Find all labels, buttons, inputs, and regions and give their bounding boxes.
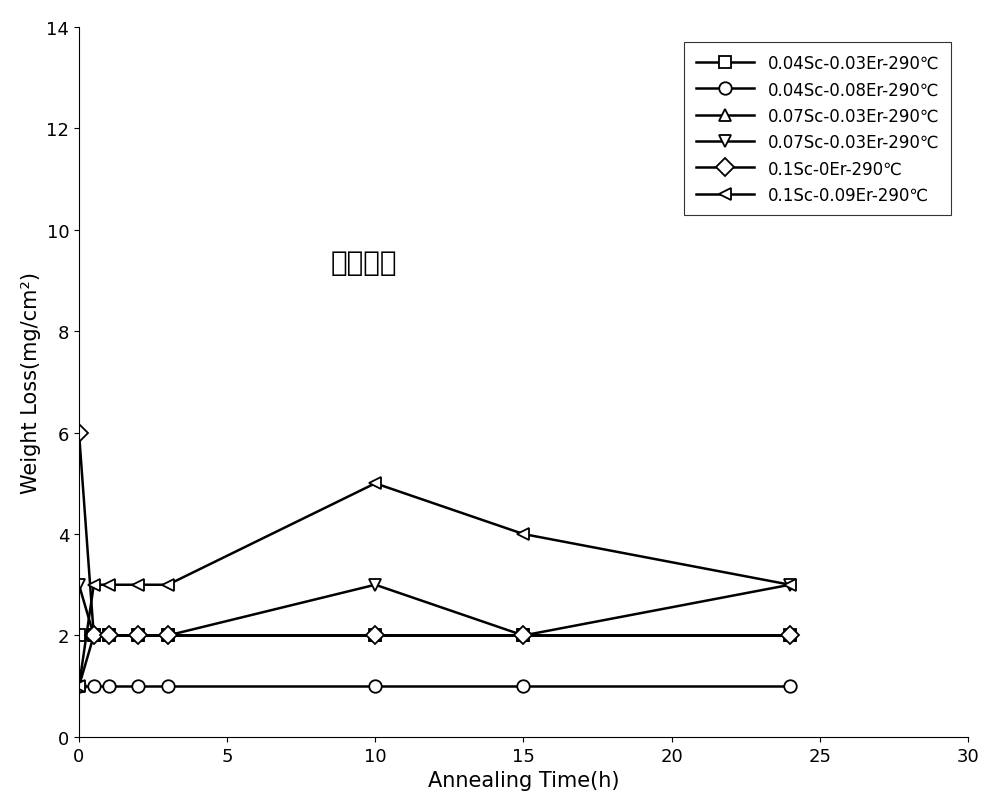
X-axis label: Annealing Time(h): Annealing Time(h): [428, 770, 619, 790]
Line: 0.1Sc-0Er-290℃: 0.1Sc-0Er-290℃: [73, 427, 796, 642]
Line: 0.04Sc-0.03Er-290℃: 0.04Sc-0.03Er-290℃: [73, 629, 796, 642]
Line: 0.04Sc-0.08Er-290℃: 0.04Sc-0.08Er-290℃: [73, 680, 796, 693]
0.1Sc-0.09Er-290℃: [369, 478, 381, 488]
0.07Sc-0.03Er-290℃: [73, 681, 85, 691]
0.1Sc-0.09Er-290℃: [517, 530, 529, 539]
0.1Sc-0Er-290℃: [784, 631, 796, 641]
0.04Sc-0.03Er-290℃: [103, 631, 115, 641]
0.07Sc-0.03Er-290℃: [162, 631, 174, 641]
0.04Sc-0.08Er-290℃: [103, 681, 115, 691]
0.04Sc-0.03Er-290℃: [73, 631, 85, 641]
0.07Sc-0.03Er-290℃: [132, 631, 144, 641]
0.04Sc-0.08Er-290℃: [517, 681, 529, 691]
0.07Sc-0.03Er-290℃: [784, 631, 796, 641]
0.07Sc-0.03Er-290℃: [103, 631, 115, 641]
Text: 不敏感区: 不敏感区: [331, 249, 397, 277]
0.07Sc-0.03Er-290℃: [369, 631, 381, 641]
0.1Sc-0Er-290℃: [73, 428, 85, 438]
0.1Sc-0.09Er-290℃: [784, 580, 796, 590]
0.07Sc-0.03Er-290℃: [132, 631, 144, 641]
0.04Sc-0.03Er-290℃: [784, 631, 796, 641]
0.07Sc-0.03Er-290℃: [103, 631, 115, 641]
0.1Sc-0.09Er-290℃: [162, 580, 174, 590]
0.1Sc-0Er-290℃: [517, 631, 529, 641]
0.1Sc-0Er-290℃: [369, 631, 381, 641]
0.04Sc-0.08Er-290℃: [73, 681, 85, 691]
0.04Sc-0.03Er-290℃: [88, 631, 100, 641]
0.04Sc-0.03Er-290℃: [369, 631, 381, 641]
0.1Sc-0.09Er-290℃: [73, 681, 85, 691]
0.04Sc-0.08Er-290℃: [162, 681, 174, 691]
0.04Sc-0.08Er-290℃: [132, 681, 144, 691]
0.07Sc-0.03Er-290℃: [517, 631, 529, 641]
0.04Sc-0.03Er-290℃: [162, 631, 174, 641]
Y-axis label: Weight Loss(mg/cm²): Weight Loss(mg/cm²): [21, 272, 41, 493]
0.1Sc-0Er-290℃: [132, 631, 144, 641]
Legend: 0.04Sc-0.03Er-290℃, 0.04Sc-0.08Er-290℃, 0.07Sc-0.03Er-290℃, 0.07Sc-0.03Er-290℃, : 0.04Sc-0.03Er-290℃, 0.04Sc-0.08Er-290℃, …: [684, 43, 951, 216]
0.04Sc-0.03Er-290℃: [132, 631, 144, 641]
0.04Sc-0.08Er-290℃: [369, 681, 381, 691]
0.07Sc-0.03Er-290℃: [784, 580, 796, 590]
0.1Sc-0.09Er-290℃: [132, 580, 144, 590]
0.1Sc-0Er-290℃: [88, 631, 100, 641]
0.1Sc-0Er-290℃: [103, 631, 115, 641]
0.1Sc-0.09Er-290℃: [103, 580, 115, 590]
0.07Sc-0.03Er-290℃: [88, 631, 100, 641]
0.07Sc-0.03Er-290℃: [88, 631, 100, 641]
Line: 0.1Sc-0.09Er-290℃: 0.1Sc-0.09Er-290℃: [73, 478, 796, 693]
0.1Sc-0Er-290℃: [162, 631, 174, 641]
0.07Sc-0.03Er-290℃: [369, 580, 381, 590]
0.04Sc-0.03Er-290℃: [517, 631, 529, 641]
0.07Sc-0.03Er-290℃: [162, 631, 174, 641]
Line: 0.07Sc-0.03Er-290℃: 0.07Sc-0.03Er-290℃: [73, 579, 796, 642]
0.04Sc-0.08Er-290℃: [88, 681, 100, 691]
Line: 0.07Sc-0.03Er-290℃: 0.07Sc-0.03Er-290℃: [73, 629, 796, 693]
0.1Sc-0.09Er-290℃: [88, 580, 100, 590]
0.07Sc-0.03Er-290℃: [517, 631, 529, 641]
0.04Sc-0.08Er-290℃: [784, 681, 796, 691]
0.07Sc-0.03Er-290℃: [73, 580, 85, 590]
